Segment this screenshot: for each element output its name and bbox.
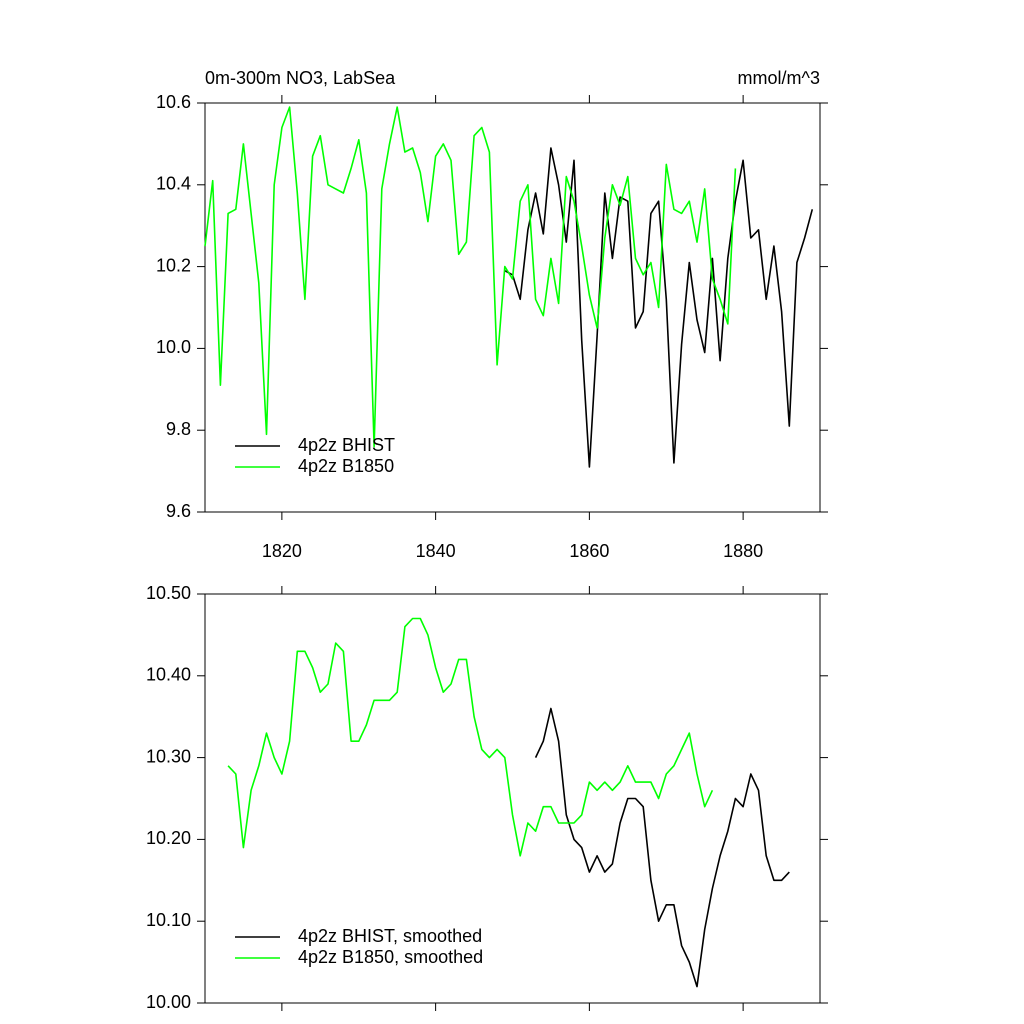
legend-label: 4p2z B1850 [298,456,394,476]
y-tick-label: 10.4 [156,174,191,194]
x-tick-label: 1880 [723,541,763,561]
x-tick-label: 1840 [416,541,456,561]
y-tick-label: 10.20 [146,828,191,848]
data-line [204,106,737,448]
legend-label: 4p2z B1850, smoothed [298,947,483,967]
data-line [227,617,714,857]
y-tick-label: 10.0 [156,337,191,357]
y-tick-label: 10.50 [146,583,191,603]
plot-frame [204,102,821,513]
y-tick-label: 9.8 [166,419,191,439]
data-line [504,147,814,468]
y-tick-label: 9.6 [166,501,191,521]
plot-frame [204,593,821,1004]
y-tick-label: 10.6 [156,92,191,112]
legend-label: 4p2z BHIST, smoothed [298,926,482,946]
y-tick-label: 10.10 [146,910,191,930]
x-tick-label: 1860 [569,541,609,561]
y-tick-label: 10.2 [156,255,191,275]
y-tick-label: 10.00 [146,992,191,1012]
y-tick-label: 10.30 [146,746,191,766]
data-line [534,707,790,988]
chart-title: 0m-300m NO3, LabSea [205,68,396,88]
legend-label: 4p2z BHIST [298,435,395,455]
units-label: mmol/m^3 [738,68,820,88]
y-tick-label: 10.40 [146,665,191,685]
x-tick-label: 1820 [262,541,302,561]
